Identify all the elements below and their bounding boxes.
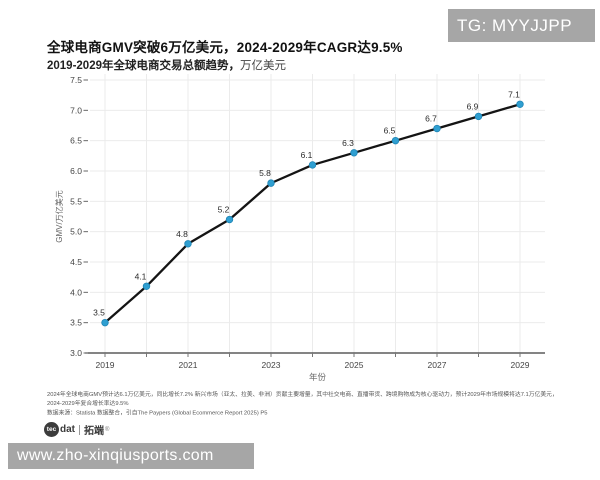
svg-text:6.5: 6.5 — [70, 136, 82, 146]
gmv-line-chart: 3.0 3.5 4.0 4.5 5.0 5.5 6.0 6.5 7.0 7.5 2019 2021 20… — [40, 70, 560, 390]
svg-text:7.5: 7.5 — [70, 75, 82, 85]
svg-text:6.1: 6.1 — [301, 150, 313, 160]
data-labels: 3.5 4.1 4.8 5.2 5.8 6.1 6.3 6.5 6.7 6.9 7.1 — [93, 89, 520, 317]
registered-mark: ® — [105, 426, 110, 433]
svg-text:6.7: 6.7 — [425, 114, 437, 124]
y-axis-title: GMV/万亿美元 — [54, 190, 64, 242]
website-watermark-bar: www.zho-xinqiusports.com — [8, 443, 254, 469]
x-axis-ticks: 2019 2021 2023 2025 2027 2029 — [96, 353, 530, 370]
svg-text:4.1: 4.1 — [135, 271, 147, 281]
data-point — [516, 100, 524, 108]
tecdat-logo: tec dat 拓端 ® — [44, 422, 109, 437]
svg-text:3.0: 3.0 — [70, 348, 82, 358]
svg-text:4.5: 4.5 — [70, 257, 82, 267]
svg-text:4.0: 4.0 — [70, 287, 82, 297]
footnote-line-2: 2024-2029年复合增长率达9.5% — [47, 400, 129, 407]
data-point — [101, 318, 109, 327]
data-point — [433, 124, 441, 133]
svg-text:5.8: 5.8 — [259, 168, 271, 178]
svg-text:2021: 2021 — [179, 360, 198, 370]
data-point — [350, 149, 358, 157]
svg-text:7.0: 7.0 — [70, 105, 82, 115]
data-point — [308, 161, 317, 169]
svg-text:6.9: 6.9 — [467, 101, 479, 111]
chart-subtitle-main: 2019-2029年全球电商交易总额趋势， — [47, 60, 240, 72]
footnote-line-3: 数据来源：Statista 数据整合，引自The Paypers (Global… — [47, 409, 268, 417]
svg-text:2027: 2027 — [428, 360, 447, 370]
x-axis-title: 年份 — [309, 372, 327, 382]
chart-title: 全球电商GMV突破6万亿美元，2024-2029年CAGR达9.5% — [47, 40, 403, 55]
data-point — [391, 136, 400, 145]
logo-divider — [79, 424, 80, 435]
svg-text:6.3: 6.3 — [342, 138, 354, 148]
svg-text:2029: 2029 — [511, 360, 530, 370]
tecdat-logo-name: dat — [60, 424, 75, 435]
svg-text:6.0: 6.0 — [70, 166, 82, 176]
tecdat-logo-icon: tec — [44, 422, 59, 437]
svg-text:3.5: 3.5 — [70, 318, 82, 328]
data-point — [184, 240, 192, 248]
svg-text:4.8: 4.8 — [176, 229, 188, 239]
data-point — [267, 179, 275, 187]
svg-text:3.5: 3.5 — [93, 308, 105, 318]
svg-text:5.2: 5.2 — [218, 205, 230, 215]
gridlines — [90, 74, 545, 353]
svg-text:5.0: 5.0 — [70, 227, 82, 237]
data-point — [225, 215, 234, 224]
telegram-contact-banner: TG: MYYJJPP — [448, 9, 595, 42]
chart-subtitle-unit: 万亿美元 — [240, 60, 286, 72]
data-point — [474, 112, 483, 121]
data-point — [142, 282, 151, 290]
chart-subtitle: 2019-2029年全球电商交易总额趋势，万亿美元 — [47, 57, 286, 73]
footnotes: 2024年全球电商GMV预计达6.1万亿美元，同比增长7.2% 新兴市场（亚太、… — [47, 390, 558, 418]
svg-text:5.5: 5.5 — [70, 196, 82, 206]
svg-text:7.1: 7.1 — [508, 89, 520, 99]
svg-text:2023: 2023 — [262, 360, 281, 370]
svg-text:6.5: 6.5 — [384, 126, 396, 136]
svg-text:2019: 2019 — [96, 360, 115, 370]
y-axis-ticks: 3.0 3.5 4.0 4.5 5.0 5.5 6.0 6.5 7.0 7.5 — [70, 75, 88, 358]
series-markers — [101, 100, 524, 327]
footnote-line-1: 2024年全球电商GMV预计达6.1万亿美元，同比增长7.2% 新兴市场（亚太、… — [47, 391, 558, 398]
svg-text:2025: 2025 — [345, 360, 364, 370]
tecdat-logo-cn: 拓端 — [84, 426, 104, 437]
